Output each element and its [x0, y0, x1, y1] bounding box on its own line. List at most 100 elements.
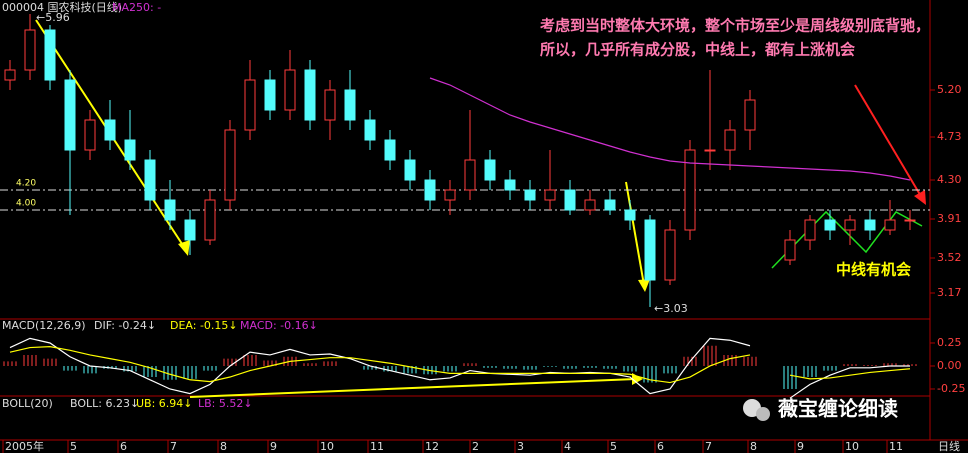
macd-line: [9, 346, 751, 384]
x-tick-label: 6: [120, 440, 127, 453]
x-tick-label: 2005年: [5, 439, 44, 453]
boll-title: BOLL(20): [2, 397, 53, 410]
y-tick-label: 0.00: [937, 359, 962, 372]
candle-body: [864, 219, 876, 231]
candle-body: [644, 219, 656, 281]
candle-body: [464, 159, 476, 191]
y-tick-label: -0.25: [937, 382, 965, 395]
y-tick-label: 3.91: [937, 212, 962, 225]
candle-body: [324, 89, 336, 121]
x-tick-label: 7: [705, 440, 712, 453]
x-tick-label: 9: [270, 440, 277, 453]
candle-body: [224, 129, 236, 201]
candle-body: [444, 189, 456, 201]
x-tick-label: 12: [425, 440, 439, 453]
legend-entry: MACD: -0.16↓: [240, 319, 318, 332]
ma250-line: [429, 77, 911, 181]
arrow: [854, 84, 923, 199]
candle-body: [904, 219, 916, 222]
candle-body: [284, 69, 296, 111]
ma-label: MA250: -: [112, 1, 161, 14]
candle-body: [204, 199, 216, 241]
y-tick-label: 4.30: [937, 173, 962, 186]
candle-body: [524, 189, 536, 201]
watermark: 薇宝缠论细读: [778, 397, 898, 421]
annotation: ←3.03: [654, 302, 688, 315]
candle-body: [184, 219, 196, 241]
x-tick-label: 2: [472, 440, 479, 453]
x-tick-label: 3: [517, 440, 524, 453]
y-tick-label: 3.52: [937, 251, 962, 264]
candle-body: [784, 239, 796, 261]
x-tick-label: 11: [889, 440, 903, 453]
legend-entry: UB: 6.94↓: [136, 397, 193, 410]
candle-body: [24, 29, 36, 71]
candle-body: [804, 219, 816, 241]
arrow: [625, 181, 645, 286]
x-tick-label: 10: [845, 440, 859, 453]
candle-body: [724, 129, 736, 151]
macd-line: [789, 365, 910, 399]
candle-body: [544, 189, 556, 201]
candle-body: [244, 79, 256, 131]
candle-body: [684, 149, 696, 231]
legend-entry: DIF: -0.24↓: [94, 319, 156, 332]
x-tick-label: 8: [220, 440, 227, 453]
candle-body: [664, 229, 676, 281]
candle-body: [844, 219, 856, 231]
candle-body: [84, 119, 96, 151]
candle-body: [604, 199, 616, 211]
candle-body: [584, 199, 596, 211]
x-tick-label: 7: [170, 440, 177, 453]
arrow: [189, 378, 637, 398]
x-tick-label: 6: [657, 440, 664, 453]
candle-body: [424, 179, 436, 201]
candle-body: [384, 139, 396, 161]
x-tick-label: 5: [610, 440, 617, 453]
annotation: ←5.96: [36, 11, 70, 24]
macd-title: MACD(12,26,9): [2, 319, 86, 332]
legend-entry: LB: 5.52↓: [198, 397, 253, 410]
candle-body: [304, 69, 316, 121]
x-axis-label: 日线: [938, 439, 960, 453]
y-tick-label: 4.73: [937, 130, 962, 143]
x-tick-label: 10: [320, 440, 334, 453]
x-tick-label: 5: [70, 440, 77, 453]
level-label: 4.00: [16, 199, 36, 209]
chart-title: 000004 国农科技(日线): [2, 0, 122, 14]
level-label: 4.20: [16, 179, 36, 189]
candle-body: [824, 219, 836, 231]
candle-body: [64, 79, 76, 151]
macd-line: [789, 368, 911, 380]
candle-body: [564, 189, 576, 211]
candle-body: [104, 119, 116, 141]
candle-body: [404, 159, 416, 181]
x-tick-label: 9: [797, 440, 804, 453]
legend-entry: BOLL: 6.23↓: [70, 397, 139, 410]
candle-body: [744, 99, 756, 131]
y-tick-label: 5.20: [937, 83, 962, 96]
candle-body: [344, 89, 356, 121]
candle-body: [264, 79, 276, 111]
annotation: 中线有机会: [836, 261, 911, 279]
legend-entry: DEA: -0.15↓: [170, 319, 238, 332]
arrowhead: [914, 190, 926, 205]
y-tick-label: 3.17: [937, 286, 962, 299]
candle-body: [484, 159, 496, 181]
candle-body: [144, 159, 156, 201]
macd-line: [9, 337, 751, 395]
candle-body: [504, 179, 516, 191]
candle-body: [884, 219, 896, 231]
x-tick-label: 11: [370, 440, 384, 453]
watermark-icon: [756, 407, 770, 421]
candle-body: [624, 209, 636, 221]
candle-body: [44, 29, 56, 81]
candle-body: [364, 119, 376, 141]
candle-body: [704, 149, 716, 152]
candle-body: [124, 139, 136, 161]
candle-body: [4, 69, 16, 81]
annotation: 所以，几乎所有成分股，中线上，都有上涨机会: [540, 41, 855, 59]
y-tick-label: 0.25: [937, 336, 962, 349]
arrows: [35, 19, 926, 398]
